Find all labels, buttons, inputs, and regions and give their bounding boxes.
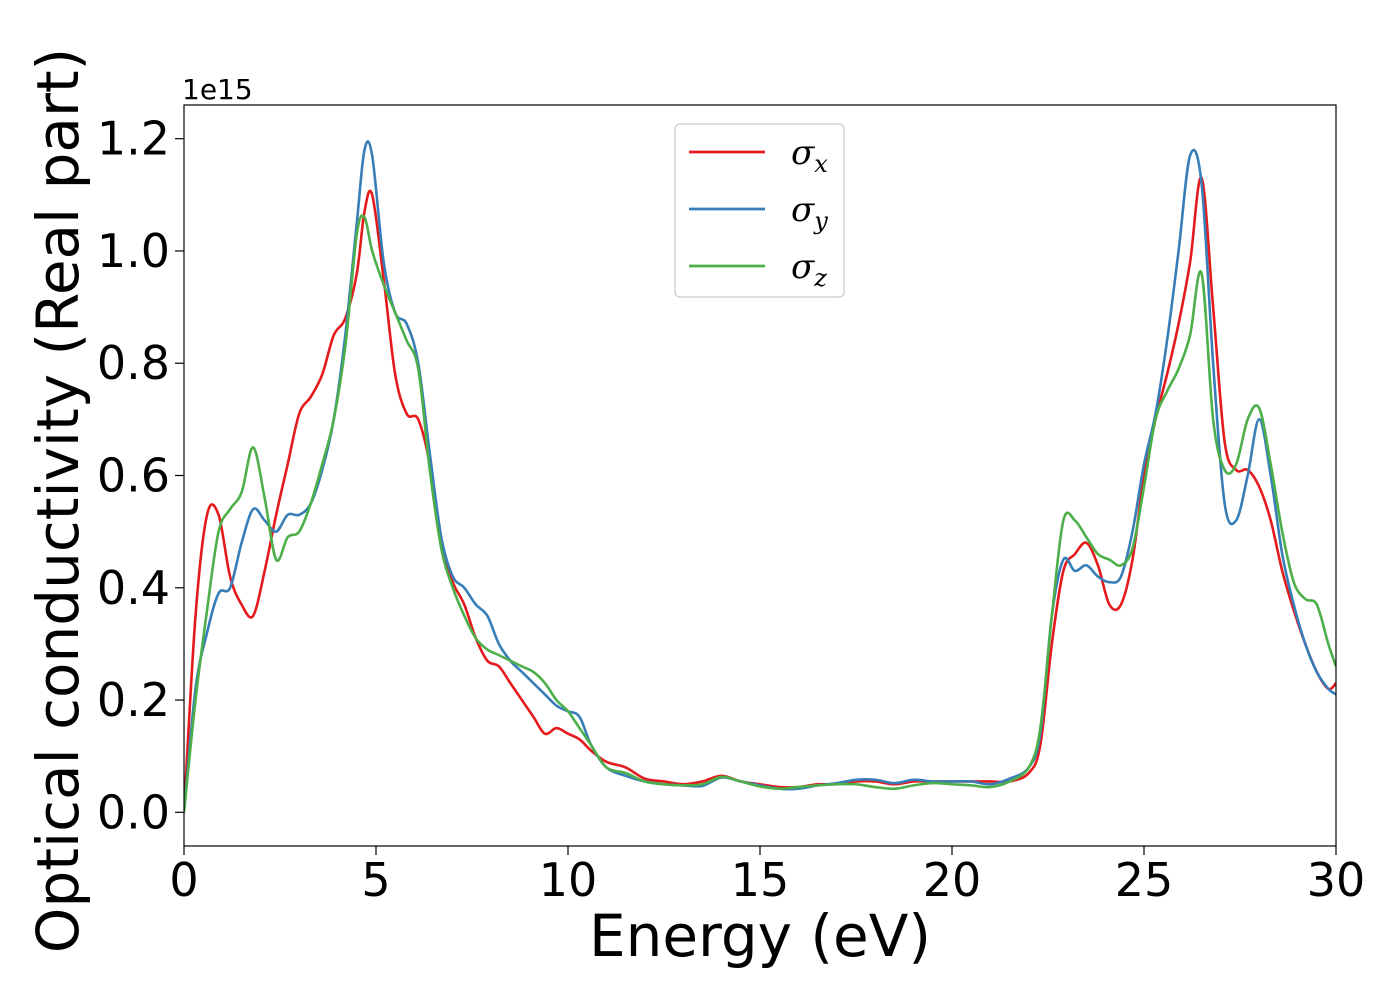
y-tick-label: 1.0	[97, 224, 170, 278]
legend: σx σy σz	[674, 123, 845, 298]
legend-box	[674, 123, 845, 298]
y-tick-label: 0.8	[97, 336, 170, 390]
y-offset-label: 1e15	[182, 73, 253, 106]
x-tick-label: 25	[1115, 853, 1174, 907]
x-axis: 0 5 10 15 20 25 30	[169, 846, 1365, 907]
y-axis-label: Optical conductivity (Real part)	[24, 48, 92, 953]
x-tick-label: 15	[731, 853, 790, 907]
y-tick-label: 1.2	[97, 112, 170, 166]
y-tick-label: 0.4	[97, 561, 170, 615]
x-tick-label: 30	[1307, 853, 1366, 907]
series-layer	[184, 140, 1336, 813]
series-line-z	[184, 214, 1336, 813]
y-tick-label: 0.6	[97, 449, 170, 503]
y-tick-label: 0.0	[97, 785, 170, 839]
x-tick-label: 10	[539, 853, 598, 907]
legend-label-x: σx	[791, 133, 828, 178]
x-axis-label: Energy (eV)	[589, 902, 931, 970]
y-axis: 0.0 0.2 0.4 0.6 0.8 1.0 1.2	[97, 112, 184, 839]
x-tick-label: 20	[923, 853, 982, 907]
x-tick-label: 0	[169, 853, 198, 907]
y-tick-label: 0.2	[97, 673, 170, 727]
legend-label-y: σy	[791, 190, 828, 235]
legend-label-z: σz	[791, 247, 827, 292]
x-tick-label: 5	[361, 853, 390, 907]
